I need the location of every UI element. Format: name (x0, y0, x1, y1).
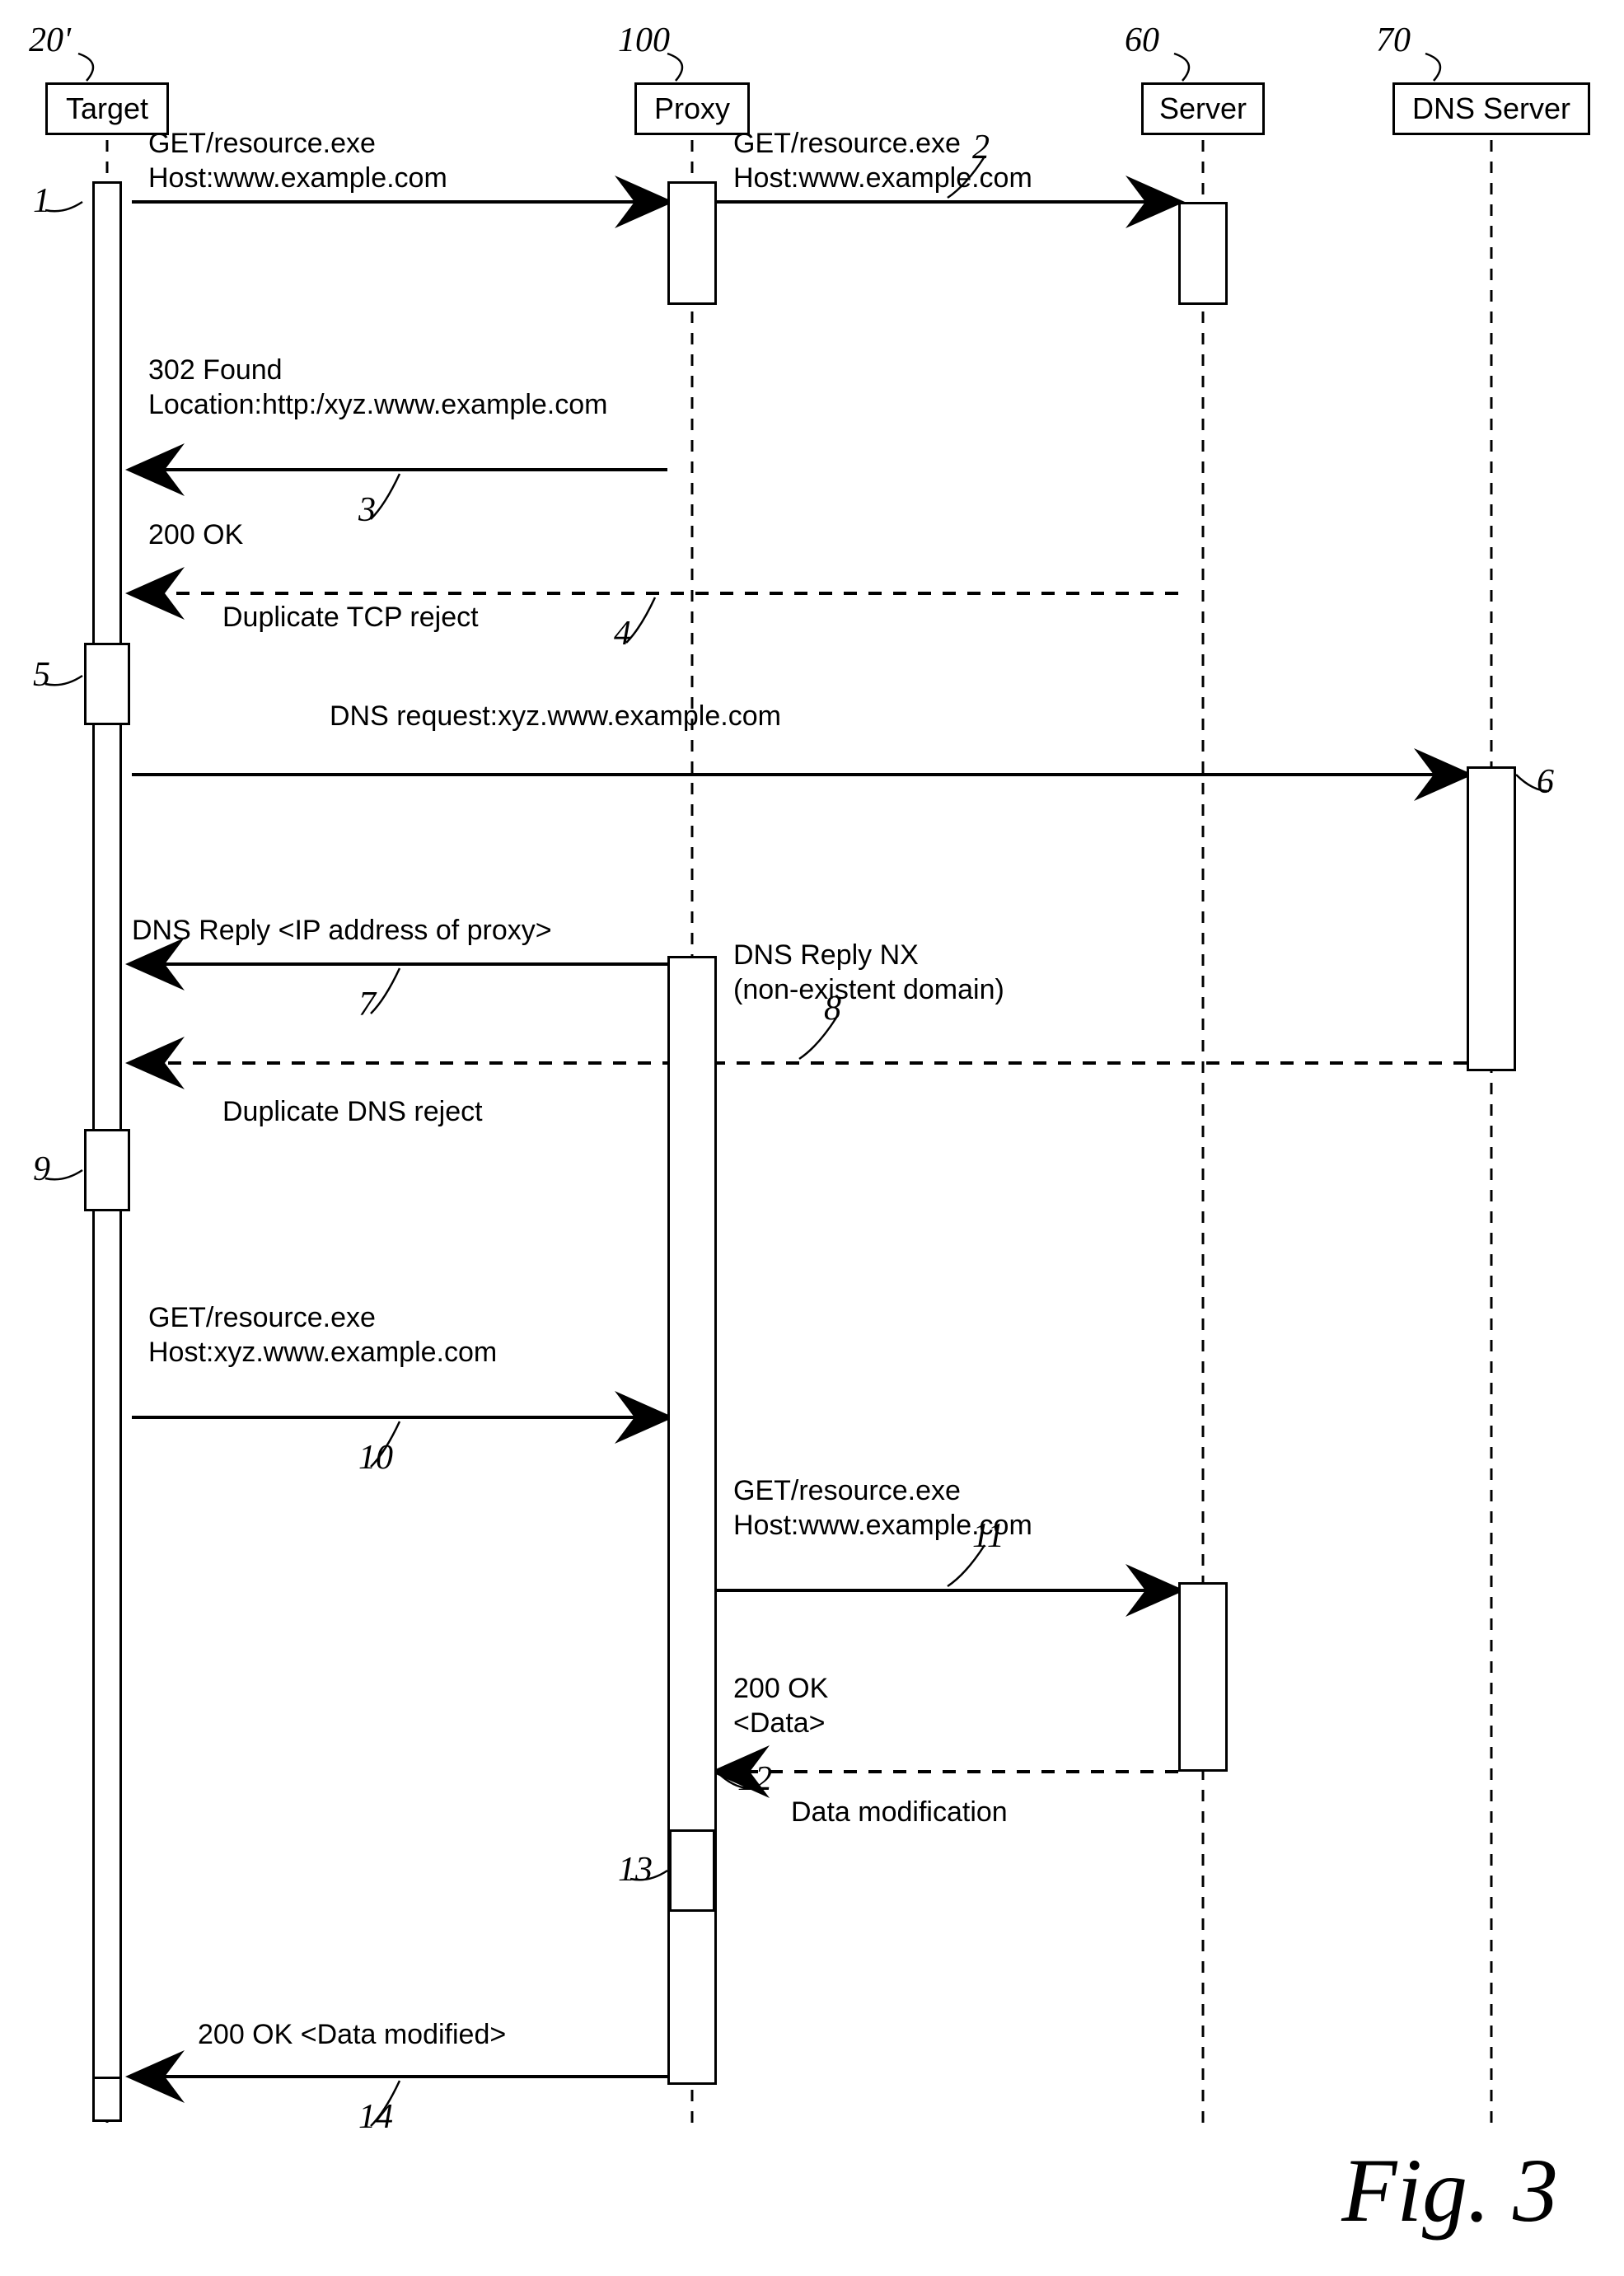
msg-num-4: 4 (614, 614, 631, 653)
activation-proxy-1 (667, 181, 717, 305)
msg-12-line-0: 200 OK (733, 1673, 828, 1705)
svg-arrows (16, 16, 1608, 2260)
msg-num-2: 2 (972, 128, 990, 167)
figure-label: Fig. 3 (1341, 2138, 1558, 2243)
msg-10-line-1: Host:xyz.www.example.com (148, 1337, 497, 1369)
msg-6-line-0: DNS request:xyz.www.example.com (330, 700, 781, 733)
msg-1-line-0: GET/resource.exe (148, 128, 376, 160)
actor-box-dnsserver: DNS Server (1392, 82, 1590, 135)
activation-target-9 (92, 2077, 122, 2122)
actor-box-proxy: Proxy (634, 82, 750, 135)
msg-num-6: 6 (1537, 762, 1554, 802)
msg-10-line-0: GET/resource.exe (148, 1302, 376, 1334)
msg-num-3: 3 (358, 490, 376, 530)
sequence-diagram: Target20'Proxy100Server60DNS Server70GET… (16, 16, 1608, 2260)
msg-num-8: 8 (824, 989, 841, 1028)
msg-5-line-0: Duplicate TCP reject (222, 602, 479, 634)
actor-box-server: Server (1141, 82, 1265, 135)
actor-ref-server: 60 (1125, 21, 1159, 60)
activation-dnsserver-4 (1467, 766, 1516, 1071)
msg-num-7: 7 (358, 985, 376, 1024)
msg-7-line-0: DNS Reply <IP address of proxy> (132, 915, 552, 947)
actor-ref-dnsserver: 70 (1376, 21, 1411, 60)
actor-ref-proxy: 100 (618, 21, 670, 60)
msg-num-1: 1 (33, 181, 50, 221)
activation-server-5 (1178, 1582, 1228, 1772)
msg-num-9: 9 (33, 1150, 50, 1189)
msg-13-line-0: Data modification (791, 1796, 1008, 1829)
msg-14-line-0: 200 OK <Data modified> (198, 2019, 506, 2051)
msg-num-13: 13 (618, 1850, 653, 1890)
activation-proxy-8 (669, 1829, 715, 1912)
msg-num-11: 11 (972, 1516, 1004, 1556)
msg-num-5: 5 (33, 655, 50, 695)
activation-server-2 (1178, 202, 1228, 305)
msg-num-10: 10 (358, 1438, 393, 1478)
msg-1-line-1: Host:www.example.com (148, 162, 447, 194)
msg-11-line-0: GET/resource.exe (733, 1475, 961, 1507)
msg-num-12: 12 (737, 1759, 772, 1799)
msg-8-line-1: (non-existent domain) (733, 974, 1004, 1006)
actor-ref-target: 20' (29, 21, 71, 60)
msg-9-line-0: Duplicate DNS reject (222, 1096, 483, 1128)
msg-3-line-0: 302 Found (148, 354, 283, 386)
msg-8-line-0: DNS Reply NX (733, 939, 919, 972)
activation-target-6 (84, 643, 130, 725)
activation-target-7 (84, 1129, 130, 1211)
msg-num-14: 14 (358, 2097, 393, 2137)
msg-4-line-0: 200 OK (148, 519, 243, 551)
activation-proxy-3 (667, 956, 717, 2085)
msg-12-line-1: <Data> (733, 1707, 826, 1740)
msg-3-line-1: Location:http:/xyz.www.example.com (148, 389, 607, 421)
msg-2-line-0: GET/resource.exe (733, 128, 961, 160)
